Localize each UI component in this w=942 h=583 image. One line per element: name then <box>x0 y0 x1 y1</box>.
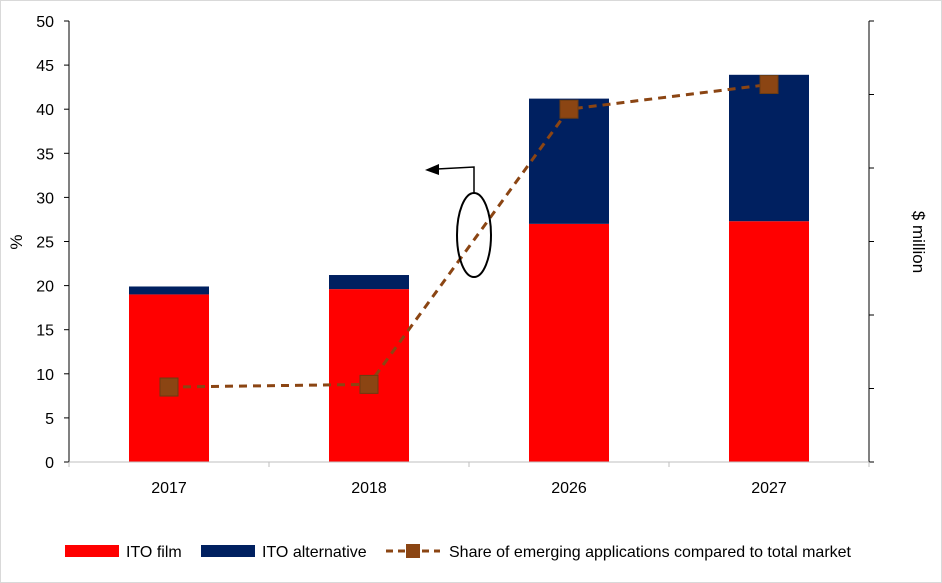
legend: ITO film ITO alternative Share of emerging… <box>65 544 852 561</box>
annotation-ellipse <box>456 192 492 278</box>
y2-axis-title: $ million <box>909 211 928 273</box>
y-tick-label: 5 <box>45 411 54 428</box>
bars-layer <box>129 74 809 462</box>
x-tick-label-2017: 2017 <box>151 480 187 497</box>
y-tick-label: 10 <box>36 367 54 384</box>
bar-2017-series-2 <box>129 286 209 295</box>
bar-2027-series-2 <box>729 74 809 222</box>
legend-marker-swatch <box>406 544 420 558</box>
y-tick-label: 30 <box>36 190 54 207</box>
x-tick-label-2027: 2027 <box>751 480 787 497</box>
bar-2026-series-1 <box>529 223 609 462</box>
y-tick-label: 20 <box>36 279 54 296</box>
legend-label-1: ITO film <box>126 544 182 561</box>
legend-label-2: ITO alternative <box>262 544 367 561</box>
y-tick-label: 0 <box>45 455 54 472</box>
series-line-share-of-emerging-applications <box>168 83 770 389</box>
legend-label-3: Share of emerging applications compared … <box>449 544 852 561</box>
annotation-arrow-line <box>436 166 475 193</box>
legend-swatch-2 <box>201 545 255 557</box>
y-tick-label: 35 <box>36 146 54 163</box>
annotation-arrow-head <box>425 164 439 175</box>
y-tick-label: 25 <box>36 235 54 252</box>
line-layer <box>159 75 779 397</box>
y-tick-label: 15 <box>36 323 54 340</box>
annotation-layer <box>425 164 492 278</box>
x-tick-label-2026: 2026 <box>551 480 587 497</box>
y-tick-label: 45 <box>36 58 54 75</box>
x-tick-label-2018: 2018 <box>351 480 387 497</box>
y-axis-title: % <box>7 234 26 249</box>
bar-2027-series-1 <box>729 221 809 462</box>
y-tick-label: 40 <box>36 102 54 119</box>
bar-2026-series-2 <box>529 98 609 224</box>
line-marker-2026 <box>559 99 579 119</box>
y-tick-label: 50 <box>36 14 54 31</box>
legend-swatch-1 <box>65 545 119 557</box>
line-marker-2018 <box>359 374 379 394</box>
line-marker-2017 <box>159 377 179 397</box>
bar-2018-series-2 <box>329 275 409 290</box>
axes-layer: 0 5 10 15 20 25 30 35 40 45 50 2017 2018 2026 2027 <box>36 14 874 497</box>
line-marker-2027 <box>759 75 779 95</box>
